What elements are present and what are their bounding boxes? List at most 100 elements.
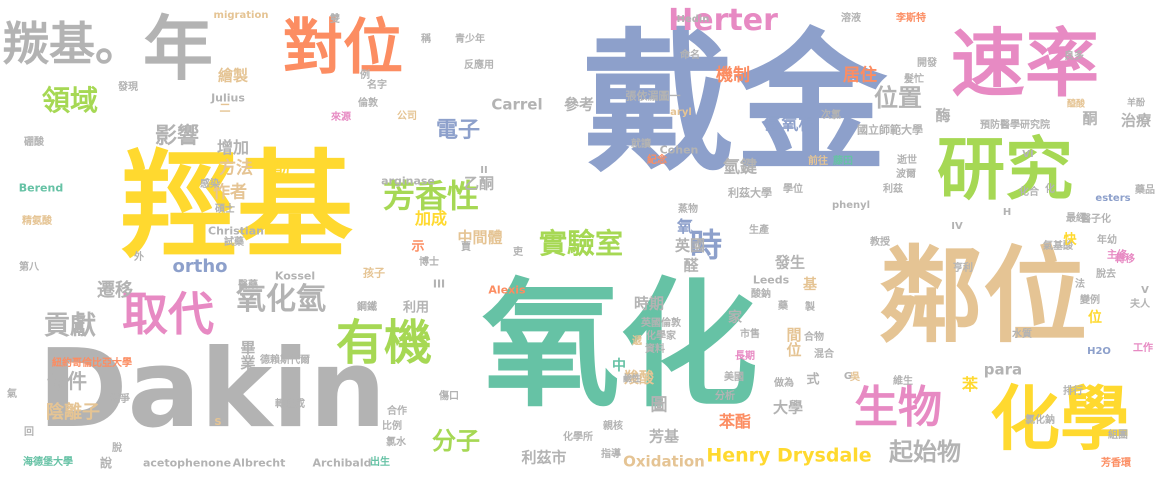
word-9: 對位 [283,13,403,83]
word-182: 藥 [778,301,788,312]
word-34: 作者 [213,182,247,203]
word-123: 藤田 [833,156,853,167]
word-44: 氧 [674,218,693,234]
word-22: 貢獻 [43,311,97,341]
word-62: 治療 [1120,111,1152,130]
word-58: Carrel [491,95,543,114]
word-94: 英國倫敦 [641,318,681,329]
word-64: para [983,360,1023,379]
word-166: 說 [99,456,113,470]
word-157: 轉位成 [275,399,305,410]
word-118: 髮忙 [904,74,924,85]
word-23: 電子 [435,118,481,143]
word-61: 酮 [1082,109,1098,128]
word-32: 方法 [219,158,253,179]
word-54: 間位 [784,327,803,357]
word-6: 速率 [951,21,1099,107]
word-20: 領域 [41,84,99,117]
word-177: 雙 [330,14,340,25]
word-68: Kossel [274,269,316,283]
word-13: 有機 [335,315,433,371]
word-69: Alexis [488,283,526,297]
word-79: esters [1095,193,1131,204]
word-90: 國立師範大學 [857,123,923,137]
word-183: 製 [805,302,815,313]
word-37: 中間體 [457,228,503,247]
word-187: 氣 [7,389,17,400]
word-140: 做為 [774,378,794,389]
word-167: 例 [360,70,370,81]
word-162: 最經 [1066,213,1086,224]
word-147: 鋼鐵 [357,302,377,313]
word-176: 化 [1045,184,1055,195]
word-109: 來源 [331,112,351,123]
word-73: arginase [381,174,435,188]
word-134: 合物 [804,332,824,343]
word-57: Oxidation [623,452,705,471]
word-153: 感染 [200,179,220,190]
word-105: 李斯特 [896,13,926,24]
word-188: 脫去 [1096,269,1116,280]
word-194: 鹼性 [622,374,642,385]
word-179: 回 [24,427,34,438]
word-115: 藥品 [1135,185,1155,196]
word-175: 法 [1075,279,1085,290]
word-78: phenyl [831,200,871,211]
word-93: 張依湄圖一 [625,89,681,103]
word-121: 利茲 [883,184,903,195]
word-174: 位 [1088,310,1102,326]
word-185: 吏 [513,247,523,258]
word-12: 取代 [122,287,214,341]
word-56: 利茲市 [521,448,567,467]
word-152: 試藥 [224,237,244,248]
word-16: 芳香性 [382,177,480,215]
word-45: 英國 [674,236,706,255]
word-131: 工作 [1133,343,1153,354]
word-169: 家 [728,310,742,326]
word-99: 化學家 [646,331,676,342]
word-17: 實驗室 [538,227,624,260]
word-155: 第八 [19,262,39,273]
word-165: 生產 [749,225,769,236]
word-120: 波爾 [896,169,916,180]
word-39: 繪製 [217,66,249,85]
word-19: 氧化氫 [236,282,326,317]
word-129: 水質 [1012,329,1032,340]
word-130: 夫人 [1130,299,1150,310]
word-135: 市售 [740,329,760,340]
word-145: 氯水 [386,437,406,448]
word-46: 醛 [681,257,700,273]
word-106: 溶液 [841,13,861,24]
word-87: G [843,371,853,382]
word-112: 公司 [397,111,417,122]
word-60: 酶 [935,106,951,125]
word-127: 年幼 [1097,235,1117,246]
word-196: 親核 [603,421,623,432]
word-107: 反應用 [464,60,494,71]
word-3: 氧化 [481,265,759,426]
word-27: Henry Drysdale [706,444,872,467]
word-38: 增加 [216,138,250,157]
word-143: 出生 [370,457,390,468]
word-158: 發現 [118,82,138,93]
word-168: 中 [612,358,626,374]
word-35: 加成 [414,209,448,228]
word-21: 影響 [154,124,200,149]
word-184: 賈 [461,242,471,253]
word-77: migration [213,10,269,21]
word-164: 組團 [1108,430,1128,441]
word-63: 苯 [961,375,979,394]
word-28: 條件 [47,369,87,393]
word-1: 戴金 [583,15,887,192]
word-198: 蒸物 [678,204,698,215]
word-139: 分析 [715,391,735,402]
word-97: 德賴斯代爾 [260,355,310,366]
word-101: 硼酸 [24,137,44,148]
word-47: 發生 [774,253,806,272]
word-117: 開發 [917,58,937,69]
word-95: 紐約哥倫比亞大學 [52,358,132,369]
word-197: 遞 [632,336,642,347]
word-36: 乙酮 [463,174,495,193]
word-86: VI [1022,149,1034,160]
word-181: 脫 [112,443,122,454]
